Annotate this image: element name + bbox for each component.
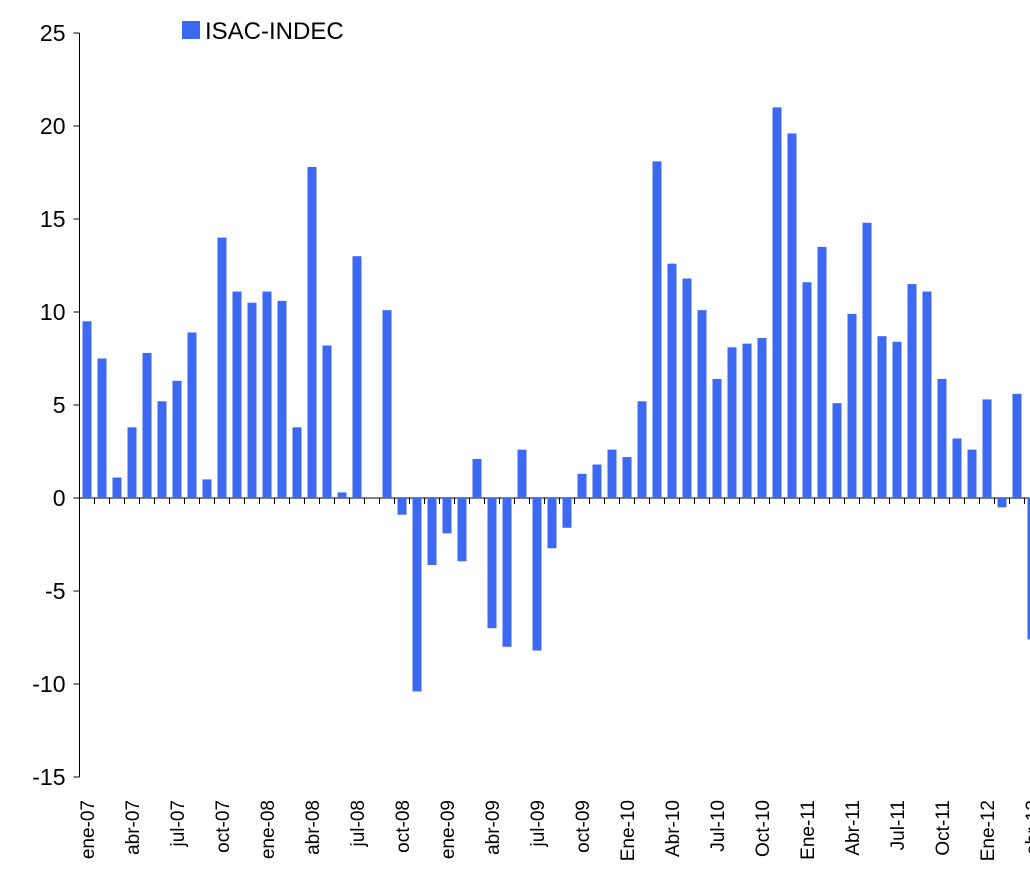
- bar: [637, 401, 647, 498]
- bar: [922, 291, 932, 498]
- bar: [742, 343, 752, 498]
- bar: [562, 498, 572, 528]
- bar: [622, 457, 632, 498]
- bar: [727, 347, 737, 498]
- bar: [217, 237, 227, 498]
- bar: [127, 427, 137, 498]
- x-tick-label: Jul-11: [888, 800, 909, 850]
- x-tick-label: oct-09: [573, 800, 594, 853]
- x-tick-label: jul-07: [168, 800, 189, 847]
- bar: [202, 479, 212, 498]
- bar: [862, 222, 872, 498]
- bar: [712, 378, 722, 498]
- bar: [442, 498, 452, 534]
- bar: [247, 302, 257, 498]
- bar: [667, 263, 677, 498]
- bar: [472, 458, 482, 498]
- bar: [877, 336, 887, 498]
- bar: [262, 291, 272, 498]
- bar: [967, 449, 977, 498]
- bar: [982, 399, 992, 498]
- bar: [307, 166, 317, 499]
- bar: [682, 278, 692, 498]
- bar: [607, 449, 617, 498]
- x-tick-label: Oct-11: [933, 800, 954, 856]
- bar: [337, 492, 347, 498]
- bar: [1012, 393, 1022, 498]
- x-tick-label: abr-07: [123, 800, 144, 855]
- y-tick-label: -15: [32, 764, 65, 790]
- bar: [97, 358, 107, 498]
- bar: [187, 332, 197, 498]
- y-tick-label: 10: [40, 299, 66, 325]
- x-tick-label: abr-12: [1023, 800, 1030, 855]
- bar: [322, 345, 332, 498]
- x-tick-label: Ene-11: [798, 800, 819, 860]
- bar: [397, 498, 407, 515]
- bar: [412, 498, 422, 692]
- bar: [82, 321, 92, 498]
- bar: [847, 313, 857, 498]
- bar: [1027, 498, 1030, 640]
- bar: [382, 310, 392, 498]
- x-tick-label: Ene-10: [618, 800, 639, 861]
- x-tick-label: ene-08: [258, 800, 279, 859]
- x-tick-label: Oct-10: [753, 800, 774, 857]
- bar: [172, 380, 182, 498]
- bar: [892, 341, 902, 498]
- bar: [997, 498, 1007, 508]
- bar: [652, 161, 662, 498]
- x-tick-label: oct-08: [393, 800, 414, 853]
- bar: [832, 403, 842, 498]
- x-tick-label: Ene-12: [978, 800, 999, 861]
- bar: [292, 427, 302, 498]
- bar: [487, 498, 497, 629]
- bar: [757, 338, 767, 498]
- bar: [952, 438, 962, 498]
- y-tick-label: 25: [40, 20, 66, 46]
- x-tick-label: Jul-10: [708, 800, 729, 852]
- y-tick-label: 20: [40, 113, 66, 139]
- bar: [112, 477, 122, 498]
- legend-swatch: [182, 21, 200, 39]
- bar: [547, 498, 557, 549]
- x-tick-label: ene-09: [438, 800, 459, 859]
- x-tick-label: jul-09: [528, 800, 549, 847]
- bar: [232, 291, 242, 498]
- bar: [502, 498, 512, 647]
- bar: [577, 473, 587, 498]
- x-tick-label: oct-07: [213, 800, 234, 853]
- x-tick-label: abr-09: [483, 800, 504, 855]
- bar: [697, 310, 707, 498]
- bar: [802, 282, 812, 498]
- bar: [457, 498, 467, 562]
- bar: [427, 498, 437, 565]
- bar: [142, 352, 152, 498]
- bar: [157, 401, 167, 498]
- bar: [352, 256, 362, 498]
- bar: [277, 300, 287, 498]
- y-tick-label: 0: [53, 485, 66, 511]
- y-tick-label: 15: [40, 206, 66, 232]
- y-tick-label: -5: [45, 578, 65, 604]
- x-tick-label: Abr-10: [663, 800, 684, 857]
- x-tick-label: jul-08: [348, 800, 369, 847]
- bar: [907, 284, 917, 498]
- bar: [532, 498, 542, 651]
- y-tick-label: 5: [53, 392, 66, 418]
- bar: [817, 246, 827, 498]
- bar: [517, 449, 527, 498]
- bar: [772, 107, 782, 499]
- x-tick-label: Abr-11: [843, 800, 864, 856]
- x-tick-label: abr-08: [303, 800, 324, 855]
- x-tick-label: ene-07: [78, 800, 99, 859]
- bar: [937, 378, 947, 498]
- bar: [592, 464, 602, 498]
- legend-label: ISAC-INDEC: [205, 18, 344, 45]
- bar: [787, 133, 797, 498]
- y-tick-label: -10: [32, 671, 65, 697]
